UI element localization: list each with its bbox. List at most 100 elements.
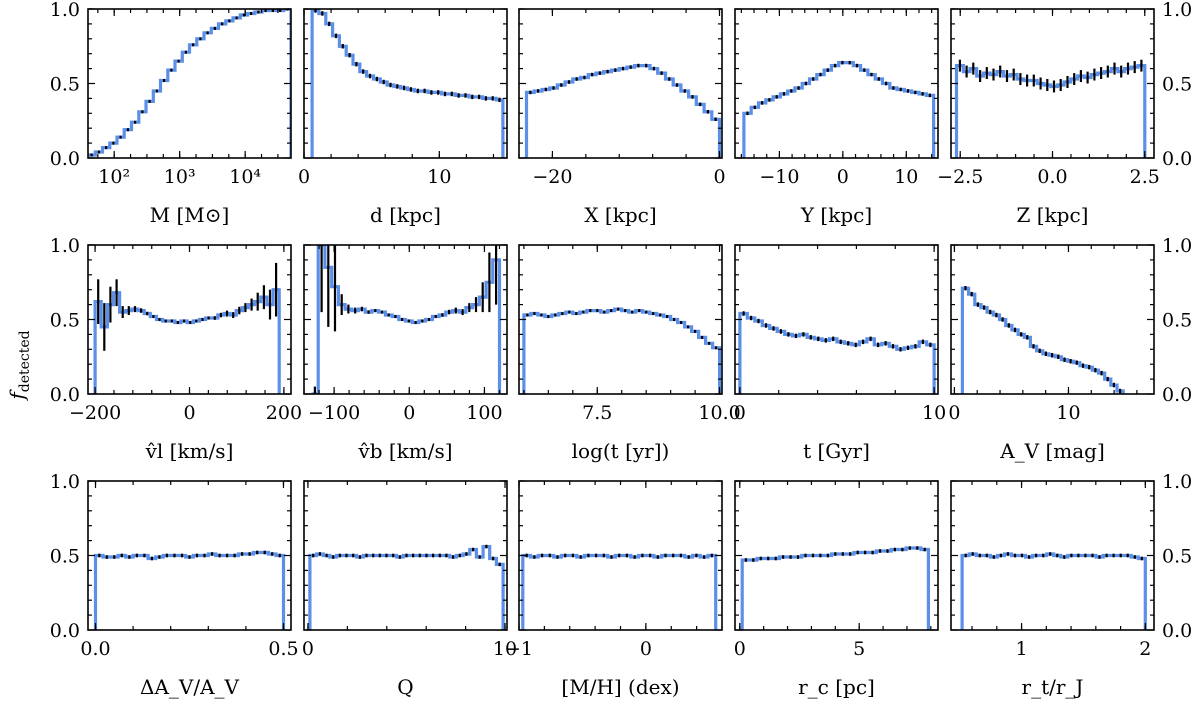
x-tick-label: 10³ bbox=[164, 166, 196, 188]
histogram-step-age bbox=[522, 307, 722, 394]
panel-dav: 0.0 0.5 1.0 0.0 0.5 ΔA_V/A_V bbox=[50, 471, 299, 699]
plot-area-vl bbox=[93, 262, 281, 394]
histogram-step-rt bbox=[960, 552, 1147, 630]
histogram-step-z bbox=[954, 63, 1147, 158]
panel-av: 0.0 0.5 1.0 0 10 A_V [mag] bbox=[948, 235, 1192, 463]
x-tick-label: 5 bbox=[853, 638, 865, 660]
y-axis-label: fdetected bbox=[5, 330, 33, 401]
x-tick-label: −1 bbox=[505, 638, 533, 660]
x-axis-label-mh: [M/H] (dex) bbox=[561, 675, 679, 699]
y-tick-label: 0.0 bbox=[1162, 384, 1192, 406]
x-axis-label-vb: v̂b [km/s] bbox=[357, 439, 452, 463]
x-tick-label: −20 bbox=[532, 166, 572, 188]
x-axis-label-x: X [kpc] bbox=[584, 203, 656, 227]
panel-vb: −100 0 100 v̂b [km/s] bbox=[303, 244, 508, 463]
histogram-step-vb bbox=[311, 245, 502, 394]
panel-z: 0.00.51.0−2.5 0.0 2.5Z [kpc] bbox=[937, 0, 1192, 227]
x-tick-label: 2 bbox=[1139, 638, 1151, 660]
x-tick-label: 0 bbox=[640, 638, 652, 660]
x-tick-label: 10 bbox=[427, 166, 451, 188]
plot-area-x bbox=[524, 63, 722, 158]
x-tick-label: 0.5 bbox=[268, 638, 298, 660]
panel-q: 0 10 Q bbox=[302, 480, 517, 699]
x-axis-label-y: Y [kpc] bbox=[800, 203, 872, 227]
x-tick-label: 10 bbox=[1056, 402, 1080, 424]
x-tick-label: 0 bbox=[403, 402, 415, 424]
y-tick-label: 0.5 bbox=[1162, 546, 1192, 568]
histogram-step-q bbox=[308, 545, 505, 630]
y-tick-label: 0.0 bbox=[50, 384, 80, 406]
x-tick-label: −100 bbox=[308, 402, 360, 424]
histogram-step-dav bbox=[93, 550, 286, 630]
x-axis-label-time: t [Gyr] bbox=[803, 439, 870, 463]
panel-x: −20 0 X [kpc] bbox=[518, 8, 726, 227]
y-tick-label: 0.5 bbox=[50, 546, 80, 568]
x-tick-label: 0 bbox=[734, 638, 746, 660]
x-tick-label: 0 bbox=[734, 402, 746, 424]
x-tick-label: 10 bbox=[894, 166, 918, 188]
plot-area-age bbox=[522, 307, 722, 394]
axes-frame bbox=[950, 244, 1155, 395]
panel-rt: 0.0 0.5 1.0 1 2 r_t/r_J bbox=[950, 471, 1192, 699]
plot-area-mass bbox=[88, 9, 291, 158]
x-tick-label: 0.0 bbox=[1037, 166, 1067, 188]
axes-frame bbox=[734, 244, 939, 395]
x-axis-label-q: Q bbox=[397, 675, 413, 699]
plot-area-q bbox=[308, 544, 505, 630]
histogram-step-mh bbox=[521, 553, 718, 630]
x-tick-label: 10 bbox=[922, 402, 946, 424]
x-tick-label: 7.5 bbox=[582, 402, 612, 424]
x-tick-label: 100 bbox=[466, 402, 502, 424]
x-tick-label: 10² bbox=[98, 166, 130, 188]
y-tick-label: 0.0 bbox=[1162, 620, 1192, 642]
x-tick-label: 10⁴ bbox=[229, 166, 261, 188]
panel-vl: 0.0 0.5 1.0 −200 0 200 v̂l [km/s] bbox=[50, 235, 302, 463]
plot-area-distance bbox=[310, 9, 505, 158]
axes-frame bbox=[518, 8, 723, 159]
plot-area-dav bbox=[93, 550, 286, 630]
histogram-step-rc bbox=[740, 546, 930, 630]
axes-frame bbox=[87, 244, 292, 395]
x-tick-label: −2.5 bbox=[937, 166, 983, 188]
x-axis-label-vl: v̂l [km/s] bbox=[145, 439, 234, 463]
x-axis-label-mass: M [M⊙] bbox=[150, 203, 230, 227]
x-axis-label-rc: r_c [pc] bbox=[798, 675, 875, 699]
plot-area-vb bbox=[311, 245, 502, 394]
x-tick-label: 0.0 bbox=[80, 638, 110, 660]
x-tick-label: 0 bbox=[948, 402, 960, 424]
y-tick-label: 0.0 bbox=[1162, 148, 1192, 170]
y-tick-label: 1.0 bbox=[1162, 471, 1192, 493]
x-axis-label-distance: d [kpc] bbox=[370, 203, 441, 227]
plot-area-time bbox=[738, 311, 936, 394]
panel-distance: 0 10 d [kpc] bbox=[298, 8, 508, 227]
x-tick-label: 10 bbox=[493, 638, 517, 660]
x-tick-label: −200 bbox=[69, 402, 121, 424]
x-tick-label: 1 bbox=[1016, 638, 1028, 660]
x-tick-label: 0 bbox=[183, 402, 195, 424]
y-tick-label: 1.0 bbox=[1162, 235, 1192, 257]
y-tick-label: 1.0 bbox=[50, 471, 80, 493]
histogram-step-mass bbox=[88, 9, 291, 158]
y-tick-label: 0.0 bbox=[50, 148, 80, 170]
x-tick-label: 200 bbox=[266, 402, 302, 424]
plot-area-mh bbox=[521, 553, 718, 630]
y-tick-label: 0.5 bbox=[50, 310, 80, 332]
x-axis-label-dav: ΔA_V/A_V bbox=[140, 675, 240, 699]
x-axis-label-z: Z [kpc] bbox=[1017, 203, 1089, 227]
axes-frame bbox=[734, 8, 939, 159]
x-axis-label-rt: r_t/r_J bbox=[1022, 675, 1084, 699]
plot-area-rc bbox=[740, 546, 930, 630]
histogram-step-time bbox=[738, 311, 936, 394]
plot-area-av bbox=[960, 286, 1125, 394]
plot-area-y bbox=[742, 60, 936, 158]
x-tick-label: 2.5 bbox=[1130, 166, 1160, 188]
histogram-step-distance bbox=[310, 9, 505, 158]
y-tick-label: 0.5 bbox=[50, 74, 80, 96]
panel-y: −10 0 10 Y [kpc] bbox=[734, 8, 939, 227]
y-tick-label: 0.0 bbox=[50, 620, 80, 642]
panel-age: 7.5 10.0 log(t [yr]) bbox=[518, 244, 741, 463]
panel-rc: 0 5 r_c [pc] bbox=[734, 480, 939, 699]
histogram-step-x bbox=[524, 63, 722, 158]
y-tick-label: 1.0 bbox=[50, 0, 80, 21]
